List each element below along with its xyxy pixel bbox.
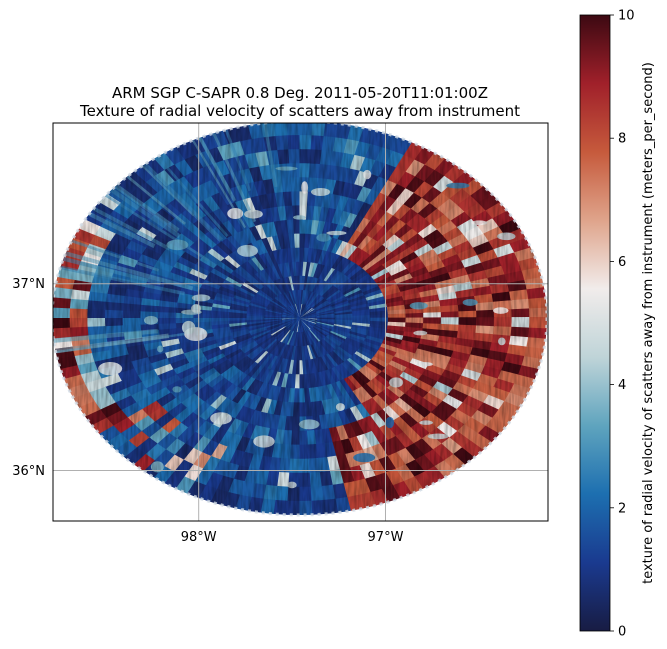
- field-speckle: [53, 123, 547, 515]
- map-axes-frame: [52, 122, 549, 522]
- chart-title-line2: Texture of radial velocity of scatters a…: [79, 102, 520, 120]
- colorbar-tick-label: 0: [618, 625, 626, 640]
- chart-title-line1: ARM SGP C-SAPR 0.8 Deg. 2011-05-20T11:01…: [112, 84, 488, 102]
- colorbar-tick-label: 10: [618, 9, 635, 24]
- colorbar-tick-label: 8: [618, 132, 626, 147]
- x-tick-label: 97°W: [368, 530, 404, 545]
- colorbar-ticks: 0 2 4 6 8 10: [610, 9, 635, 640]
- colorbar-bar: [579, 14, 611, 632]
- field-rim: [53, 123, 548, 517]
- colorbar-tick-label: 6: [618, 255, 626, 270]
- colorbar-label: texture of radial velocity of scatters a…: [641, 62, 656, 584]
- x-tick-label: 98°W: [181, 530, 217, 545]
- y-tick-label: 36°N: [12, 464, 45, 479]
- y-tick-label: 37°N: [12, 277, 45, 292]
- map-tick-labels: 98°W 97°W 36°N 37°N: [12, 277, 403, 545]
- map-gridlines: [53, 123, 548, 521]
- colorbar-tick-label: 2: [618, 501, 626, 516]
- colorbar-tick-label: 4: [618, 378, 626, 393]
- radar-field: [53, 123, 548, 517]
